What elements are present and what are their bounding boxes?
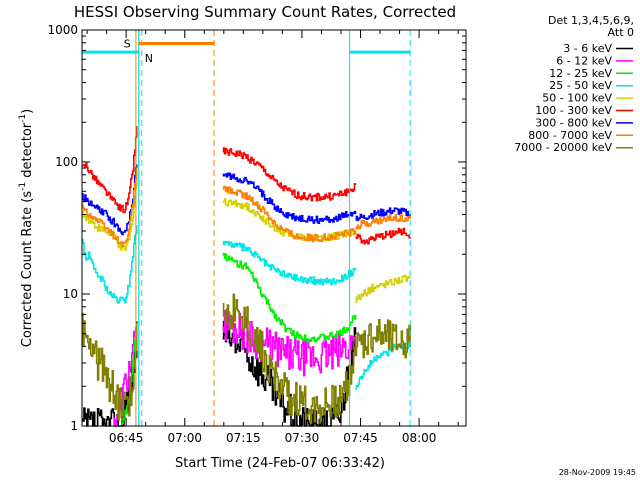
x-axis-label: Start Time (24-Feb-07 06:33:42) [175,456,385,471]
series-5-segment-3 [355,274,411,304]
series-9-segment-3 [355,319,411,359]
series-8 [82,167,411,248]
series-8-segment-2 [222,185,357,243]
saa-label: S [124,38,131,51]
series-6-segment-3 [355,227,411,245]
x-tick-label-0700: 07:00 [167,431,202,445]
y-axis-label-end: ) [20,109,35,114]
night-label: N [145,52,153,65]
legend-label-1: 3 - 6 keV [563,42,612,55]
legend-label-2: 6 - 12 keV [556,54,612,67]
series-8-segment-1 [82,167,138,248]
series-3-segment-1 [121,323,138,426]
chart-title: HESSI Observing Summary Count Rates, Cor… [74,3,456,21]
series-7 [82,164,411,236]
y-axis-label-mid: detector [20,122,35,182]
series-9-segment-2 [222,293,357,424]
series-6-segment-1 [82,126,138,214]
series-5-segment-1 [82,178,138,252]
plot-marks [82,126,411,427]
y-tick-label-100: 100 [55,155,78,169]
legend-label-7: 300 - 800 keV [535,116,612,129]
footer-timestamp: 28-Nov-2009 19:45 [559,468,636,477]
plot-frame [81,29,467,427]
series-2-segment-1 [113,327,138,427]
y-axis-label-main: Corrected Count Rate (s [20,191,35,348]
series-4-segment-1 [82,225,138,304]
series-9 [82,293,411,424]
series-6 [82,126,411,245]
x-tick-label-0715: 07:15 [226,431,261,445]
legend-label-9: 7000 - 20000 keV [514,141,612,154]
series-3-segment-2 [222,252,357,343]
legend-header-line-2: Att 0 [608,26,634,39]
y-axis-label-sup2: -1 [18,114,28,123]
x-axis-ticks: 06:45 07:00 07:15 07:30 07:45 08:00 [86,30,459,445]
x-tick-label-0745: 07:45 [343,431,378,445]
legend-header-line-1: Det 1,3,4,5,6,9, [548,14,634,27]
x-tick-label-0800: 08:00 [402,431,437,445]
series-5 [82,178,411,304]
series-7-segment-2 [222,172,357,225]
y-tick-label-1: 1 [70,419,78,433]
series-5-segment-2 [222,198,357,242]
y-axis-label-sup1: -1 [18,182,28,191]
legend-label-5: 50 - 100 keV [542,92,612,105]
x-tick-label-0645: 06:45 [109,431,144,445]
series-9-segment-1 [82,312,138,421]
legend-label-8: 800 - 7000 keV [528,129,612,142]
series-7-segment-3 [355,207,411,222]
series-7-segment-1 [82,164,138,236]
legend-label-4: 25 - 50 keV [549,79,612,92]
series-3 [121,252,357,426]
series-8-segment-3 [355,214,411,230]
plot-overlay: SN [82,30,411,426]
series-6-segment-2 [222,147,357,202]
series-4-segment-2 [222,240,357,286]
legend-label-6: 100 - 300 keV [535,104,612,117]
x-tick-label-0730: 07:30 [285,431,320,445]
y-axis-ticks: 1 10 100 1000 [47,23,466,433]
y-tick-label-1000: 1000 [47,23,78,37]
y-tick-label-10: 10 [63,287,78,301]
y-axis-label: Corrected Count Rate (s-1 detector-1) [18,109,35,347]
legend-label-3: 12 - 25 keV [549,67,612,80]
